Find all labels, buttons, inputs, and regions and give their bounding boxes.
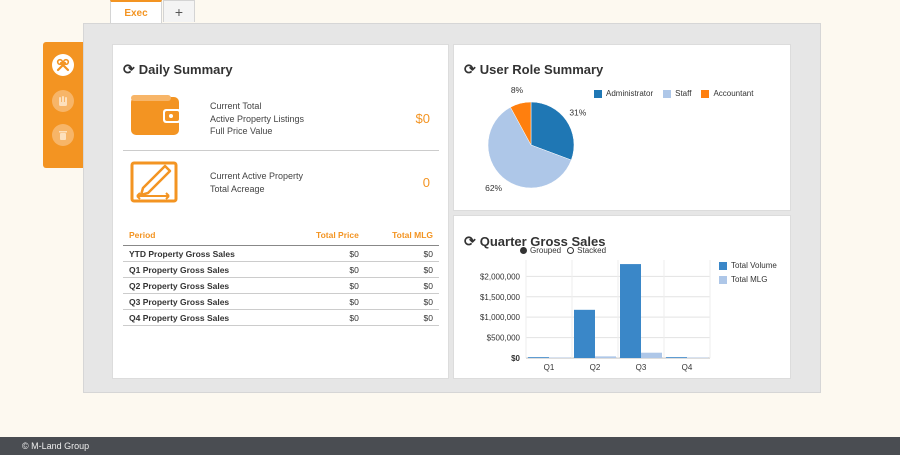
- bar-total-mlg-q3[interactable]: [641, 352, 662, 358]
- bar-total-volume-q3[interactable]: [620, 264, 641, 358]
- label-line: Current Active Property: [210, 171, 304, 181]
- table-cell: Q2 Property Gross Sales: [123, 277, 289, 294]
- column-header-total-price[interactable]: Total Price: [288, 225, 365, 246]
- table-cell: $0: [288, 261, 365, 278]
- trash-icon[interactable]: [52, 124, 74, 146]
- legend-swatch-administrator: [594, 89, 602, 98]
- footer: © M-Land Group: [0, 437, 900, 455]
- quarter-bar-chart: $0 $500,000 $1,000,000 $1,500,000 $2,000,000…: [480, 260, 711, 372]
- table-cell: Q4 Property Gross Sales: [123, 309, 289, 326]
- legend-swatch-total-volume: [719, 261, 727, 270]
- legend-label: Total Volume: [731, 261, 777, 270]
- legend-swatch-accountant: [701, 89, 710, 98]
- add-tab-button[interactable]: +: [163, 0, 195, 22]
- legend-swatch-total-mlg: [719, 275, 727, 284]
- y-tick-label: $1,500,000: [480, 293, 521, 302]
- label-line: Full Price Value: [210, 126, 273, 136]
- quarter-sales-title: ⟳ Quarter Gross Sales: [464, 233, 605, 250]
- grouped-radio[interactable]: [520, 247, 527, 254]
- sidebar: [43, 42, 83, 168]
- grouped-label[interactable]: Grouped: [530, 246, 562, 255]
- y-tick-label: $1,000,000: [480, 313, 521, 322]
- refresh-icon[interactable]: ⟳: [123, 61, 135, 77]
- bar-total-volume-q4[interactable]: [666, 357, 687, 358]
- table-cell: $0: [288, 245, 365, 262]
- label-line: Total Acreage: [210, 183, 265, 194]
- bar-total-volume-q2[interactable]: [574, 309, 595, 358]
- gross-sales-table: Period Total Price Total MLG YTD Propert…: [123, 225, 439, 326]
- x-tick-label: Q2: [590, 363, 601, 372]
- table-row: Q2 Property Gross Sales $0 $0: [123, 277, 439, 294]
- table-cell: YTD Property Gross Sales: [123, 245, 289, 262]
- x-tick-label: Q3: [636, 363, 647, 372]
- table-cell: $0: [288, 293, 365, 310]
- label-line: Current Total: [210, 101, 262, 111]
- table-cell: $0: [364, 261, 439, 278]
- tab-bar: Exec +: [110, 0, 196, 24]
- legend-item[interactable]: Total Volume: [719, 261, 777, 270]
- y-tick-label: $500,000: [487, 334, 521, 343]
- table-cell: Q3 Property Gross Sales: [123, 293, 289, 310]
- label-line: Active Property Listings: [210, 113, 305, 124]
- wallet-icon: [129, 93, 183, 144]
- legend-label: Accountant: [713, 89, 754, 98]
- table-cell: $0: [364, 293, 439, 310]
- table-cell: $0: [364, 245, 439, 262]
- tools-icon[interactable]: [52, 54, 74, 76]
- user-role-title: ⟳ User Role Summary: [464, 61, 603, 78]
- table-cell: $0: [364, 277, 439, 294]
- daily-summary-title-text: Daily Summary: [138, 62, 233, 77]
- table-row: Q3 Property Gross Sales $0 $0: [123, 293, 439, 310]
- quarter-sales-panel: ⟳ Quarter Gross Sales Grouped Stacked $0…: [453, 215, 791, 379]
- pie-label: 62%: [485, 183, 502, 193]
- table-cell: $0: [288, 309, 365, 326]
- bar-legend: Total Volume Total MLG: [719, 261, 777, 284]
- x-tick-label: Q4: [682, 363, 693, 372]
- total-acreage-value: 0: [422, 175, 430, 190]
- legend-swatch-staff: [663, 89, 672, 98]
- column-header-total-mlg[interactable]: Total MLG: [364, 225, 439, 246]
- x-tick-label: Q1: [544, 363, 555, 372]
- y-tick-label: $0: [511, 354, 520, 363]
- pie-label: 31%: [569, 108, 586, 118]
- measure-icon: [129, 158, 181, 209]
- table-row: Q1 Property Gross Sales $0 $0: [123, 261, 439, 278]
- active-acreage-label: Current Active Property Total Acreage: [210, 170, 303, 195]
- pie-legend: Administrator Staff Accountant: [594, 89, 753, 98]
- total-listings-label: Current Total Active Property Listings F…: [210, 100, 304, 138]
- table-header-row: Period Total Price Total MLG: [123, 225, 439, 246]
- user-role-panel: ⟳ User Role Summary 31% 62% 8% Administrat…: [453, 44, 791, 211]
- tab-exec[interactable]: Exec: [110, 0, 162, 24]
- pie-slice-administrator[interactable]: [530, 101, 575, 161]
- bar-total-mlg-q2[interactable]: [595, 356, 616, 358]
- table-cell: Q1 Property Gross Sales: [123, 261, 289, 278]
- refresh-icon[interactable]: ⟳: [464, 61, 476, 77]
- hand-icon[interactable]: [52, 90, 74, 112]
- stacked-radio[interactable]: [567, 247, 575, 254]
- table-row: Q4 Property Gross Sales $0 $0: [123, 309, 439, 326]
- refresh-icon[interactable]: ⟳: [464, 233, 476, 249]
- stacked-label[interactable]: Stacked: [577, 246, 607, 255]
- legend-item[interactable]: Total MLG: [719, 275, 767, 284]
- daily-summary-panel: ⟳ Daily Summary Current Total Active Pro…: [112, 44, 449, 379]
- bar-total-volume-q1[interactable]: [528, 357, 549, 358]
- role-pie-chart: 31% 62% 8%: [485, 85, 587, 193]
- quarter-sales-title-text: Quarter Gross Sales: [479, 234, 606, 249]
- legend-label: Administrator: [606, 89, 654, 98]
- table-cell: $0: [288, 277, 365, 294]
- pie-label: 8%: [511, 85, 524, 95]
- total-price-value: $0: [415, 111, 430, 126]
- table-cell: $0: [364, 309, 439, 326]
- user-role-title-text: User Role Summary: [479, 62, 604, 77]
- pie-slice-accountant[interactable]: [510, 101, 532, 146]
- y-tick-label: $2,000,000: [480, 272, 521, 281]
- legend-label: Total MLG: [731, 275, 768, 284]
- chart-mode-toggle: Grouped Stacked: [520, 246, 606, 255]
- daily-summary-title: ⟳ Daily Summary: [123, 61, 233, 78]
- divider: [123, 150, 439, 151]
- column-header-period[interactable]: Period: [123, 225, 289, 246]
- pie-slice-staff[interactable]: [487, 106, 572, 189]
- table-row: YTD Property Gross Sales $0 $0: [123, 245, 439, 262]
- legend-label: Staff: [675, 89, 692, 98]
